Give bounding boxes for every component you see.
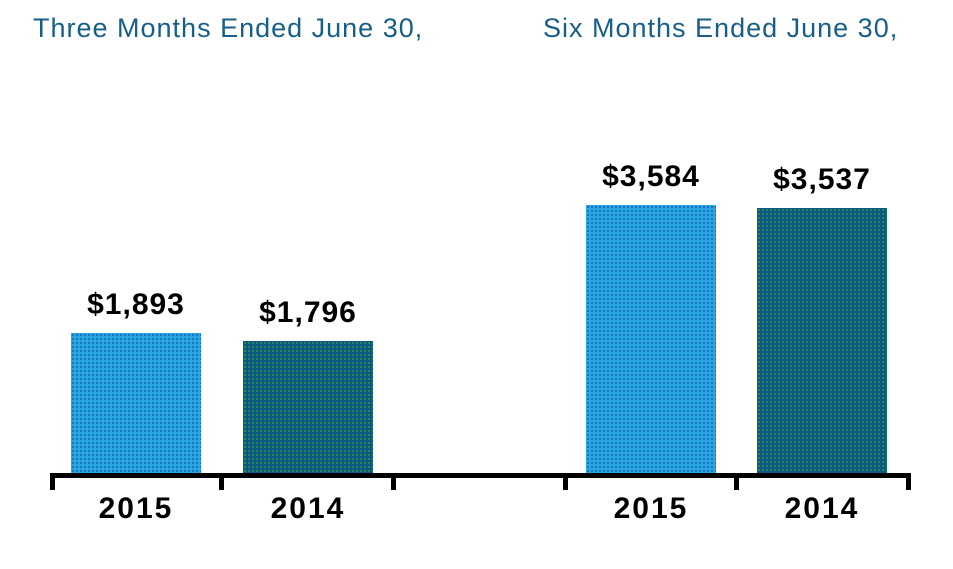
x-axis-label-three-months-2015: 2015 xyxy=(98,492,174,525)
x-axis-tick-2 xyxy=(391,473,396,490)
value-label-six-months-2015: $3,584 xyxy=(602,160,700,193)
value-label-three-months-2014: $1,796 xyxy=(259,296,357,329)
x-axis-tick-5 xyxy=(906,473,911,490)
x-axis-tick-0 xyxy=(50,473,55,490)
x-axis-label-three-months-2014: 2014 xyxy=(270,492,346,525)
x-axis-tick-4 xyxy=(734,473,739,490)
group-title-six-months: Six Months Ended June 30, xyxy=(543,13,899,43)
bar-three-months-2015 xyxy=(71,333,201,477)
x-axis-label-six-months-2015: 2015 xyxy=(613,492,689,525)
x-axis-tick-3 xyxy=(563,473,568,490)
x-axis-line xyxy=(50,473,911,478)
x-axis-label-six-months-2014: 2014 xyxy=(784,492,860,525)
bar-six-months-2014 xyxy=(757,208,887,477)
value-label-three-months-2015: $1,893 xyxy=(87,288,185,321)
bar-three-months-2014 xyxy=(243,341,373,477)
group-title-three-months: Three Months Ended June 30, xyxy=(33,13,424,43)
bar-six-months-2015 xyxy=(586,205,716,477)
value-label-six-months-2014: $3,537 xyxy=(773,163,871,196)
x-axis-tick-1 xyxy=(219,473,224,490)
